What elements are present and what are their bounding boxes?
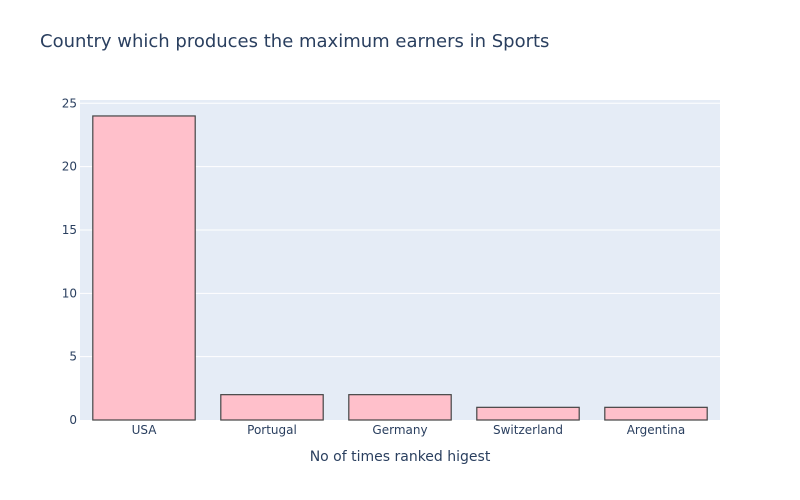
y-tick-label: 5 — [69, 350, 77, 364]
bars — [92, 115, 708, 421]
bar-switzerland — [476, 406, 580, 421]
y-tick-label: 0 — [69, 413, 77, 427]
x-tick-label-usa: USA — [132, 423, 158, 437]
x-tick-label-germany: Germany — [372, 423, 427, 437]
y-tick-label: 25 — [62, 96, 77, 110]
x-axis-ticks: USA Portugal Germany Switzerland Argentina — [132, 423, 686, 437]
chart-title: Country which produces the maximum earne… — [40, 31, 550, 52]
bar-usa — [92, 115, 196, 421]
bar-germany — [348, 394, 452, 421]
y-tick-label: 10 — [62, 286, 77, 300]
y-tick-label: 15 — [62, 223, 77, 237]
x-tick-label-switzerland: Switzerland — [493, 423, 563, 437]
bar-argentina — [604, 406, 708, 421]
bar-portugal — [220, 394, 324, 421]
x-tick-label-argentina: Argentina — [627, 423, 686, 437]
x-tick-label-portugal: Portugal — [247, 423, 297, 437]
x-axis-title: No of times ranked higest — [310, 449, 491, 465]
y-tick-label: 20 — [62, 160, 77, 174]
y-axis-ticks: 0 5 10 15 20 25 — [62, 96, 77, 427]
